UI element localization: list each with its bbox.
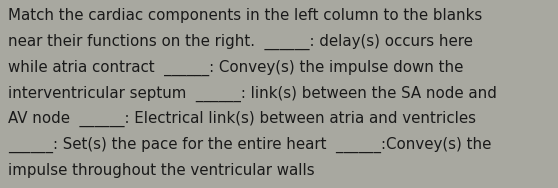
Text: interventricular septum  ______: link(s) between the SA node and: interventricular septum ______: link(s) … xyxy=(8,85,497,102)
Text: AV node  ______: Electrical link(s) between atria and ventricles: AV node ______: Electrical link(s) betwe… xyxy=(8,111,477,127)
Text: impulse throughout the ventricular walls: impulse throughout the ventricular walls xyxy=(8,163,315,178)
Text: ______: Set(s) the pace for the entire heart  ______:Convey(s) the: ______: Set(s) the pace for the entire h… xyxy=(8,137,492,153)
Text: while atria contract  ______: Convey(s) the impulse down the: while atria contract ______: Convey(s) t… xyxy=(8,59,464,76)
Text: Match the cardiac components in the left column to the blanks: Match the cardiac components in the left… xyxy=(8,8,483,23)
Text: near their functions on the right.  ______: delay(s) occurs here: near their functions on the right. _____… xyxy=(8,33,473,50)
